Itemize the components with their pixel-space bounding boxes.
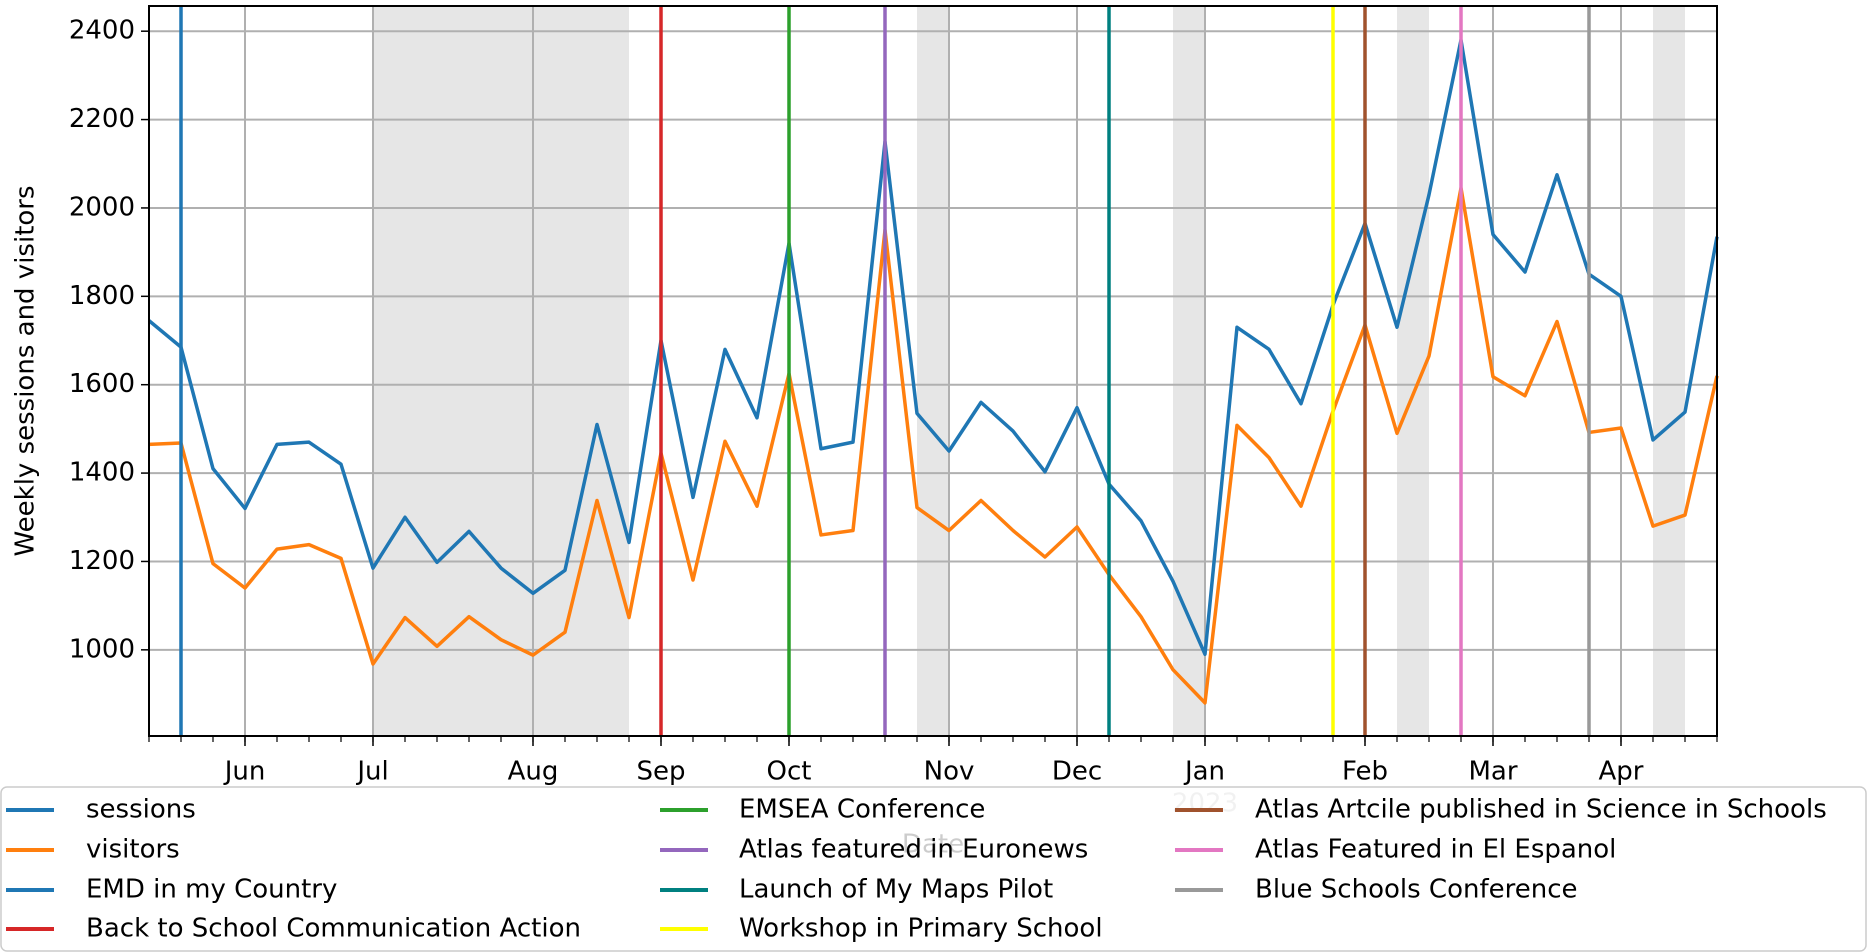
x-tick-label: Jun [223, 757, 266, 787]
x-tick-label: Feb [1342, 757, 1388, 787]
shaded-span [1653, 6, 1685, 736]
series-line [147, 38, 1719, 657]
legend-label: Launch of My Maps Pilot [739, 875, 1053, 905]
y-tick-label: 1000 [69, 634, 135, 664]
y-tick-label: 1400 [69, 458, 135, 488]
x-tick-label: Apr [1599, 757, 1644, 787]
shaded-span [917, 6, 949, 736]
y-tick-label: 2200 [69, 104, 135, 134]
y-axis-label: Weekly sessions and visitors [11, 185, 41, 556]
x-tick-label: Jul [355, 757, 388, 787]
y-tick-label: 1800 [69, 281, 135, 311]
x-tick-label: Jan [1183, 757, 1225, 787]
shaded-span [1173, 6, 1205, 736]
y-tick-label: 1200 [69, 546, 135, 576]
x-tick-label: Aug [508, 757, 559, 787]
legend-label: Atlas Featured in El Espanol [1255, 835, 1616, 865]
x-tick-label: Sep [636, 757, 685, 787]
legend-label: EMSEA Conference [739, 795, 985, 825]
x-tick-label: Nov [924, 757, 975, 787]
legend-label: Blue Schools Conference [1255, 875, 1578, 905]
legend-label: EMD in my Country [86, 875, 337, 905]
x-tick-label: Mar [1468, 757, 1517, 787]
legend-label: sessions [86, 795, 196, 825]
shaded-span [373, 6, 629, 736]
legend-label: Atlas Artcile published in Science in Sc… [1255, 795, 1827, 825]
x-tick-label: Oct [767, 757, 812, 787]
y-tick-label: 2000 [69, 192, 135, 222]
y-tick-label: 1600 [69, 369, 135, 399]
legend-label: Atlas featured in Euronews [739, 835, 1088, 865]
legend-box [0, 786, 1867, 952]
legend: sessions visitors EMD in my Country Back to… [0, 786, 1867, 952]
x-tick-label: Dec [1052, 757, 1102, 787]
legend-label: visitors [86, 835, 180, 865]
legend-label: Back to School Communication Action [86, 914, 581, 944]
legend-label: Workshop in Primary School [739, 914, 1103, 944]
series-line [148, 186, 1719, 705]
plot-frame [148, 5, 1718, 737]
y-tick-label: 2400 [69, 16, 135, 46]
